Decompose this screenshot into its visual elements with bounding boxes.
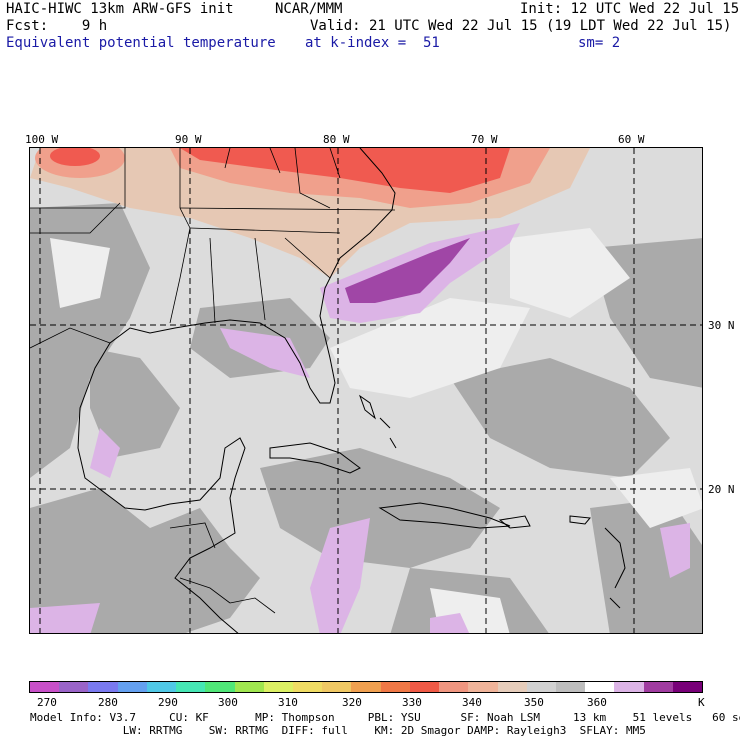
map-panel [29, 147, 703, 634]
model-title: HAIC-HIWC 13km ARW-GFS init [6, 1, 234, 17]
colorbar-label: 300 [218, 696, 238, 709]
colorbar-swatch [263, 682, 293, 692]
colorbar-swatch [117, 682, 147, 692]
model-info-line1: Model Info: V3.7 CU: KF MP: Thompson PBL… [30, 711, 740, 724]
colorbar-swatch [205, 682, 235, 692]
forecast-hour: Fcst: 9 h [6, 18, 108, 34]
valid-time: Valid: 21 UTC Wed 22 Jul 15 (19 LDT Wed … [310, 18, 732, 34]
gray-theta-e-patches [30, 203, 702, 633]
colorbar-label: 340 [462, 696, 482, 709]
colorbar-label: 310 [278, 696, 298, 709]
colorbar-swatch [30, 682, 60, 692]
colorbar-swatch [88, 682, 118, 692]
colorbar [29, 681, 703, 693]
colorbar-swatch [409, 682, 440, 692]
colorbar-swatch [526, 682, 556, 692]
colorbar-label: K [698, 696, 705, 709]
colorbar-swatch [380, 682, 410, 692]
colorbar-swatch [468, 682, 498, 692]
light-purple-patches [30, 328, 690, 633]
lon-label-80w: 80 W [323, 133, 350, 146]
colorbar-label: 280 [98, 696, 118, 709]
lon-label-90w: 90 W [175, 133, 202, 146]
level-label: at k-index = 51 [305, 35, 440, 51]
colorbar-label: 360 [587, 696, 607, 709]
colorbar-swatch [146, 682, 177, 692]
institution-label: NCAR/MMM [275, 1, 343, 17]
lon-label-100w: 100 W [25, 133, 59, 146]
colorbar-swatch [643, 682, 673, 692]
colorbar-label: 290 [158, 696, 178, 709]
colorbar-swatch [672, 682, 703, 692]
colorbar-swatch [439, 682, 469, 692]
red-blob-west [50, 148, 100, 166]
coastlines [77, 148, 626, 633]
colorbar-swatch [614, 682, 644, 692]
colorbar-label: 270 [37, 696, 57, 709]
light-theta-e-patches [50, 228, 702, 633]
colorbar-swatch [555, 682, 586, 692]
lon-label-60w: 60 W [618, 133, 645, 146]
colorbar-swatch [351, 682, 381, 692]
colorbar-swatch [322, 682, 352, 692]
colorbar-swatch [497, 682, 527, 692]
lon-label-70w: 70 W [471, 133, 498, 146]
colorbar-swatch [234, 682, 264, 692]
colorbar-swatch [59, 682, 89, 692]
colorbar-label: 330 [402, 696, 422, 709]
field-name: Equivalent potential temperature [6, 35, 276, 51]
colorbar-swatch [176, 682, 206, 692]
red-warm-core [180, 148, 510, 193]
colorbar-swatch [585, 682, 615, 692]
dark-purple-core-atlantic [345, 238, 470, 303]
lat-label-30n: 30 N [708, 319, 735, 332]
model-info-line2: LW: RRTMG SW: RRTMG DIFF: full KM: 2D Sm… [30, 724, 646, 737]
graticule [30, 148, 702, 633]
smoothing-label: sm= 2 [578, 35, 621, 51]
political-borders [30, 148, 396, 614]
colorbar-label: 350 [524, 696, 544, 709]
init-time: Init: 12 UTC Wed 22 Jul 15 [520, 1, 740, 17]
map-canvas [30, 148, 702, 633]
lat-label-20n: 20 N [708, 483, 735, 496]
colorbar-swatch [292, 682, 323, 692]
colorbar-label: 320 [342, 696, 362, 709]
